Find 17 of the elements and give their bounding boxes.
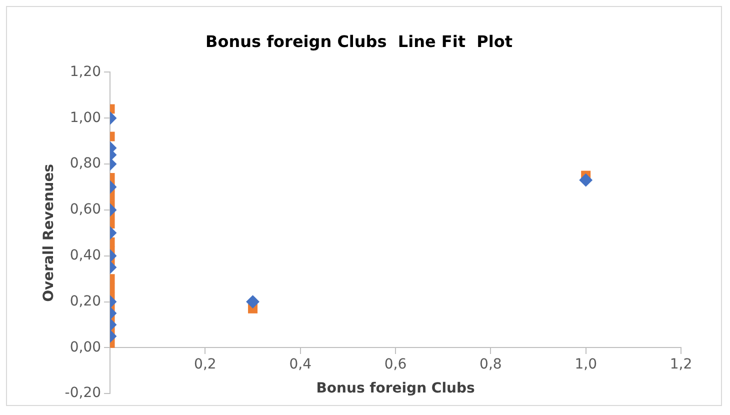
- x-tick-label: 0,6: [384, 356, 407, 373]
- y-tick-label: 0,40: [70, 248, 102, 264]
- y-axis-title: Overall Revenues: [41, 164, 58, 302]
- x-tick-label: 1,2: [670, 356, 692, 373]
- y-tick-label: 1,20: [70, 64, 102, 80]
- x-tick-label: 1,0: [574, 356, 597, 373]
- y-tick-label: 0,60: [70, 202, 102, 218]
- x-tick-label: 0,4: [289, 356, 312, 373]
- y-tick-label: 0,00: [70, 339, 102, 356]
- x-tick-label: 0,2: [194, 356, 216, 373]
- x-axis-title: Bonus foreign Clubs: [316, 380, 475, 397]
- y-tick-label: 1,00: [70, 110, 102, 126]
- y-tick-label: 0,80: [70, 156, 102, 172]
- y-tick-label: 0,20: [70, 293, 102, 310]
- x-tick-label: 0,8: [480, 356, 502, 373]
- chart-title: Bonus foreign Clubs Line Fit Plot: [206, 32, 513, 51]
- y-tick-label: -0,20: [64, 385, 102, 402]
